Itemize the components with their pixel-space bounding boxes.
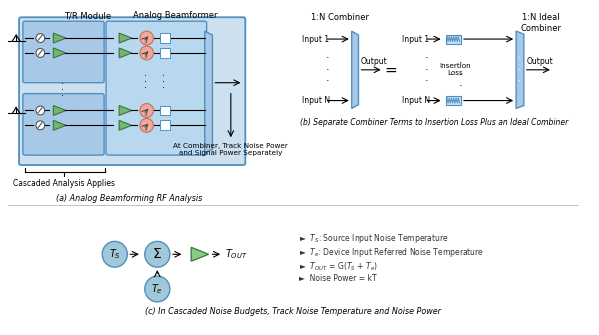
Polygon shape (53, 120, 66, 130)
Text: Input 1: Input 1 (402, 35, 429, 44)
Polygon shape (191, 247, 208, 261)
Text: ·
·
·: · · · (424, 53, 428, 86)
Circle shape (145, 242, 170, 267)
FancyBboxPatch shape (23, 21, 104, 83)
Text: ►  Noise Power = kT: ► Noise Power = kT (298, 274, 376, 283)
Text: · · ·: · · · (142, 73, 152, 88)
Circle shape (140, 46, 153, 60)
FancyBboxPatch shape (19, 17, 246, 165)
Circle shape (36, 49, 45, 57)
Polygon shape (205, 31, 213, 153)
FancyBboxPatch shape (446, 96, 461, 105)
FancyBboxPatch shape (106, 21, 207, 155)
Circle shape (36, 121, 45, 130)
Polygon shape (119, 48, 132, 58)
Text: ►  $T_e$: Device Input Referred Noise Temperature: ► $T_e$: Device Input Referred Noise Tem… (298, 246, 483, 259)
Text: Input N: Input N (402, 96, 430, 105)
Text: · · ·: · · · (59, 81, 68, 96)
Text: Cascaded Analysis Applies: Cascaded Analysis Applies (14, 179, 116, 188)
Polygon shape (53, 33, 66, 43)
FancyBboxPatch shape (160, 120, 170, 130)
Text: Input 1: Input 1 (302, 35, 329, 44)
Text: ·
·
·: · · · (459, 58, 463, 91)
FancyBboxPatch shape (160, 48, 170, 58)
Text: 1:N Ideal
Combiner: 1:N Ideal Combiner (521, 13, 562, 33)
Text: $T_{OUT}$: $T_{OUT}$ (225, 247, 248, 261)
Circle shape (102, 242, 128, 267)
Text: ·
·
·: · · · (519, 53, 522, 86)
Text: Output: Output (527, 57, 553, 66)
Circle shape (145, 276, 170, 302)
Circle shape (140, 118, 153, 132)
Text: Output: Output (361, 57, 387, 66)
FancyBboxPatch shape (160, 33, 170, 43)
Circle shape (140, 31, 153, 45)
Polygon shape (53, 48, 66, 58)
Circle shape (36, 106, 45, 115)
Text: T/R Module: T/R Module (64, 11, 111, 20)
FancyBboxPatch shape (23, 93, 104, 155)
Text: (c) In Cascaded Noise Budgets, Track Noise Temperature and Noise Power: (c) In Cascaded Noise Budgets, Track Noi… (145, 307, 441, 316)
Polygon shape (119, 106, 132, 116)
Circle shape (140, 104, 153, 118)
Text: Analog Beamformer: Analog Beamformer (134, 11, 218, 20)
Text: $\Sigma$: $\Sigma$ (152, 247, 162, 261)
Text: (b) Separate Combiner Terms to Insertion Loss Plus an Ideal Combiner: (b) Separate Combiner Terms to Insertion… (300, 118, 568, 127)
FancyBboxPatch shape (446, 35, 461, 44)
Text: Insertion
Loss: Insertion Loss (440, 63, 471, 76)
Text: ·
·
·: · · · (326, 53, 329, 86)
Polygon shape (53, 106, 66, 116)
Text: · · ·: · · · (160, 73, 170, 88)
Text: ►  $T_S$: Source Input Noise Temperature: ► $T_S$: Source Input Noise Temperature (298, 232, 449, 246)
Text: $T_e$: $T_e$ (152, 282, 164, 296)
FancyBboxPatch shape (160, 106, 170, 116)
Text: 1:N Combiner: 1:N Combiner (311, 13, 369, 22)
Text: At Combiner, Track Noise Power
and Signal Power Separately: At Combiner, Track Noise Power and Signa… (173, 143, 288, 156)
Text: =: = (384, 62, 397, 77)
Polygon shape (119, 120, 132, 130)
Circle shape (36, 34, 45, 43)
Text: ►  $T_{OUT}$ = G($T_S$ + $T_e$): ► $T_{OUT}$ = G($T_S$ + $T_e$) (298, 260, 378, 273)
Text: Input N: Input N (302, 96, 331, 105)
Polygon shape (119, 33, 132, 43)
Polygon shape (516, 31, 524, 109)
Text: (a) Analog Beamforming RF Analysis: (a) Analog Beamforming RF Analysis (56, 194, 202, 203)
Polygon shape (352, 31, 358, 109)
Text: $T_S$: $T_S$ (109, 247, 121, 261)
